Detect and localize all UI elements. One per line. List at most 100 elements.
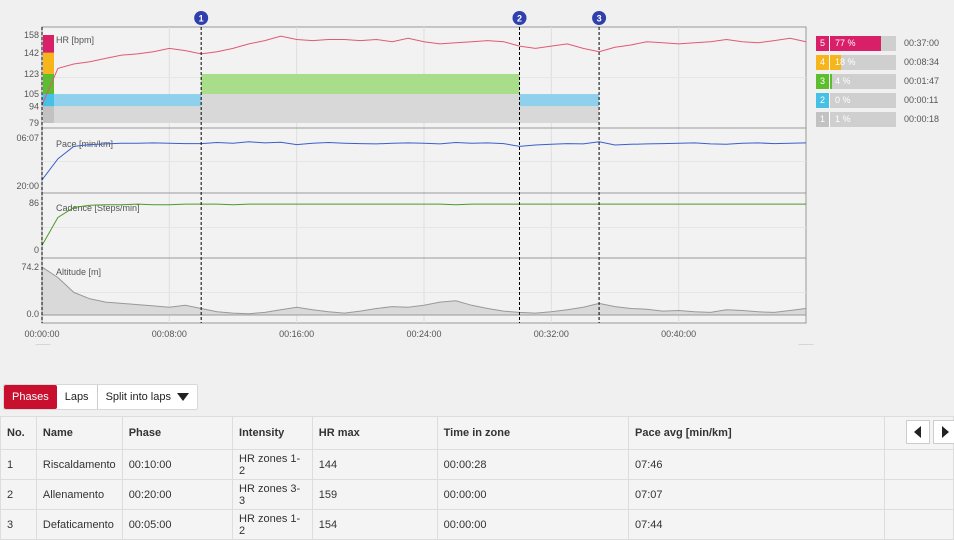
activity-chart: HR [bpm] Pace [min/km] Cadence [Steps/mi… <box>16 11 814 345</box>
header-intensity[interactable]: Intensity <box>232 416 313 450</box>
y-tick-label: 74.2 <box>21 262 39 272</box>
y-tick-label: 105 <box>24 89 39 99</box>
y-tick-label: 142 <box>24 48 39 58</box>
table-row[interactable]: 2 Allenamento 00:20:00 HR zones 3-3 159 … <box>0 479 954 510</box>
hr-zone-time: 00:00:18 <box>904 114 940 124</box>
y-tick-label: 20:00 <box>16 181 39 191</box>
cell-pace-avg: 07:07 <box>628 479 885 510</box>
header-time-in-zone[interactable]: Time in zone <box>436 416 630 450</box>
scroll-right-button[interactable] <box>933 420 954 444</box>
hr-zone-band-floor <box>42 106 202 123</box>
hr-zone-band <box>201 73 520 95</box>
phases-table: No. Name Phase Intensity HR max Time in … <box>0 416 954 540</box>
hr-zone-percent: 77 % <box>835 38 856 48</box>
cell-intensity: HR zones 1-2 <box>232 449 313 480</box>
header-phase[interactable]: Phase <box>121 416 234 450</box>
split-into-laps-dropdown[interactable]: Split into laps <box>96 385 197 409</box>
cadence-line <box>41 203 806 246</box>
table-row[interactable]: 3 Defaticamento 00:05:00 HR zones 1-2 15… <box>0 509 954 540</box>
hr-zone-strip <box>43 106 54 123</box>
pace-line <box>41 141 807 181</box>
hr-zone-row: 4 18 % <box>816 55 896 70</box>
cadence-title: Cadence [Steps/min] <box>56 203 140 213</box>
phase-marker-label: 3 <box>597 14 602 24</box>
phase-markers[interactable]: 1 2 3 <box>41 11 607 323</box>
phase-marker-badge[interactable] <box>592 11 607 25</box>
x-tick-label: 00:08:00 <box>152 329 187 339</box>
hr-zone-row: 2 0 % <box>816 93 896 108</box>
hr-zone-bar <box>816 36 881 51</box>
hr-panel: HR [bpm] <box>41 35 807 123</box>
hr-zone-percent: 18 % <box>835 57 856 67</box>
cell-pace-avg: 07:46 <box>628 449 885 480</box>
phase-marker-badge[interactable] <box>512 11 527 25</box>
cell-time-in-zone: 00:00:00 <box>436 479 630 510</box>
hr-zone-number: 2 <box>816 93 830 108</box>
cell-hr-max: 159 <box>311 479 438 510</box>
hr-zone-number: 4 <box>816 55 830 70</box>
cell-hr-max: 144 <box>311 449 438 480</box>
header-no[interactable]: No. <box>0 416 37 450</box>
cell-phase: 00:20:00 <box>121 479 234 510</box>
cell-name: Riscaldamento <box>35 449 123 480</box>
hr-zone-row: 3 4 % <box>816 74 896 89</box>
y-tick-label: 06:07 <box>16 133 39 143</box>
cell-name: Defaticamento <box>35 509 123 540</box>
arrow-right-icon <box>942 426 949 438</box>
cell-phase: 00:10:00 <box>121 449 234 480</box>
header-pace-avg[interactable]: Pace avg [min/km] <box>628 416 885 450</box>
cell-no: 1 <box>0 449 37 480</box>
y-tick-label: 0 <box>34 245 39 255</box>
table-row[interactable]: 1 Riscaldamento 00:10:00 HR zones 1-2 14… <box>0 449 954 480</box>
hr-zone-strip <box>43 73 54 95</box>
hr-zone-time: 00:00:11 <box>904 95 939 105</box>
pace-panel: Pace [min/km] <box>41 139 807 181</box>
chevron-down-icon <box>177 393 189 402</box>
y-axis-ticks: 158 142 123 105 94 79 06:07 20:00 86 0 74.2 0.0 <box>16 30 39 319</box>
split-into-laps-label: Split into laps <box>105 391 171 403</box>
x-tick-label: 00:16:00 <box>279 329 314 339</box>
y-tick-label: 123 <box>24 69 39 79</box>
scroll-left-button[interactable] <box>906 420 930 444</box>
x-tick-label: 00:32:00 <box>534 329 569 339</box>
hr-zone-strip <box>43 35 54 53</box>
arrow-left-icon <box>914 426 921 438</box>
y-tick-label: 94 <box>29 101 39 111</box>
hr-zone-band <box>42 94 202 107</box>
hr-zone-strip <box>43 52 54 74</box>
y-tick-label: 0.0 <box>26 309 39 319</box>
hr-zone-time: 00:01:47 <box>904 76 940 86</box>
hr-zone-row: 5 77 % <box>816 36 896 51</box>
hr-line <box>41 35 807 106</box>
tab-phases[interactable]: Phases <box>4 385 57 409</box>
header-hr-max[interactable]: HR max <box>311 416 438 450</box>
hr-zone-band-floor <box>201 94 520 123</box>
tab-laps[interactable]: Laps <box>64 391 89 403</box>
hr-zone-strip <box>43 94 54 107</box>
cell-time-in-zone: 00:00:00 <box>436 509 630 540</box>
header-name[interactable]: Name <box>35 416 123 450</box>
hr-zone-percent: 1 % <box>835 114 851 124</box>
hr-zone-band-floor <box>519 106 600 123</box>
hr-title: HR [bpm] <box>56 35 94 45</box>
y-tick-label: 158 <box>24 30 39 40</box>
phase-marker-badge[interactable] <box>194 11 209 25</box>
cell-no: 2 <box>0 479 37 510</box>
cell-hr-max: 154 <box>311 509 438 540</box>
hr-zone-percent: 0 % <box>835 95 851 105</box>
altitude-area <box>41 266 807 316</box>
phase-marker-label: 2 <box>517 14 522 24</box>
view-tabs: Phases Laps Split into laps <box>3 384 198 410</box>
y-tick-label: 86 <box>29 198 39 208</box>
hr-zone-band <box>519 94 600 107</box>
hr-zone-time: 00:08:34 <box>904 57 940 67</box>
table-header-row: No. Name Phase Intensity HR max Time in … <box>0 416 954 450</box>
x-axis-ticks: 00:00:00 00:08:00 00:16:00 00:24:00 00:32:00… <box>24 329 696 339</box>
cell-pace-avg: 07:44 <box>628 509 885 540</box>
x-tick-label: 00:40:00 <box>661 329 696 339</box>
hr-zone-row: 1 1 % <box>816 112 896 127</box>
cadence-panel: Cadence [Steps/min] <box>41 203 806 246</box>
hr-zone-number: 3 <box>816 74 830 89</box>
altitude-title: Altitude [m] <box>56 267 101 277</box>
hr-zone-time: 00:37:00 <box>904 38 940 48</box>
